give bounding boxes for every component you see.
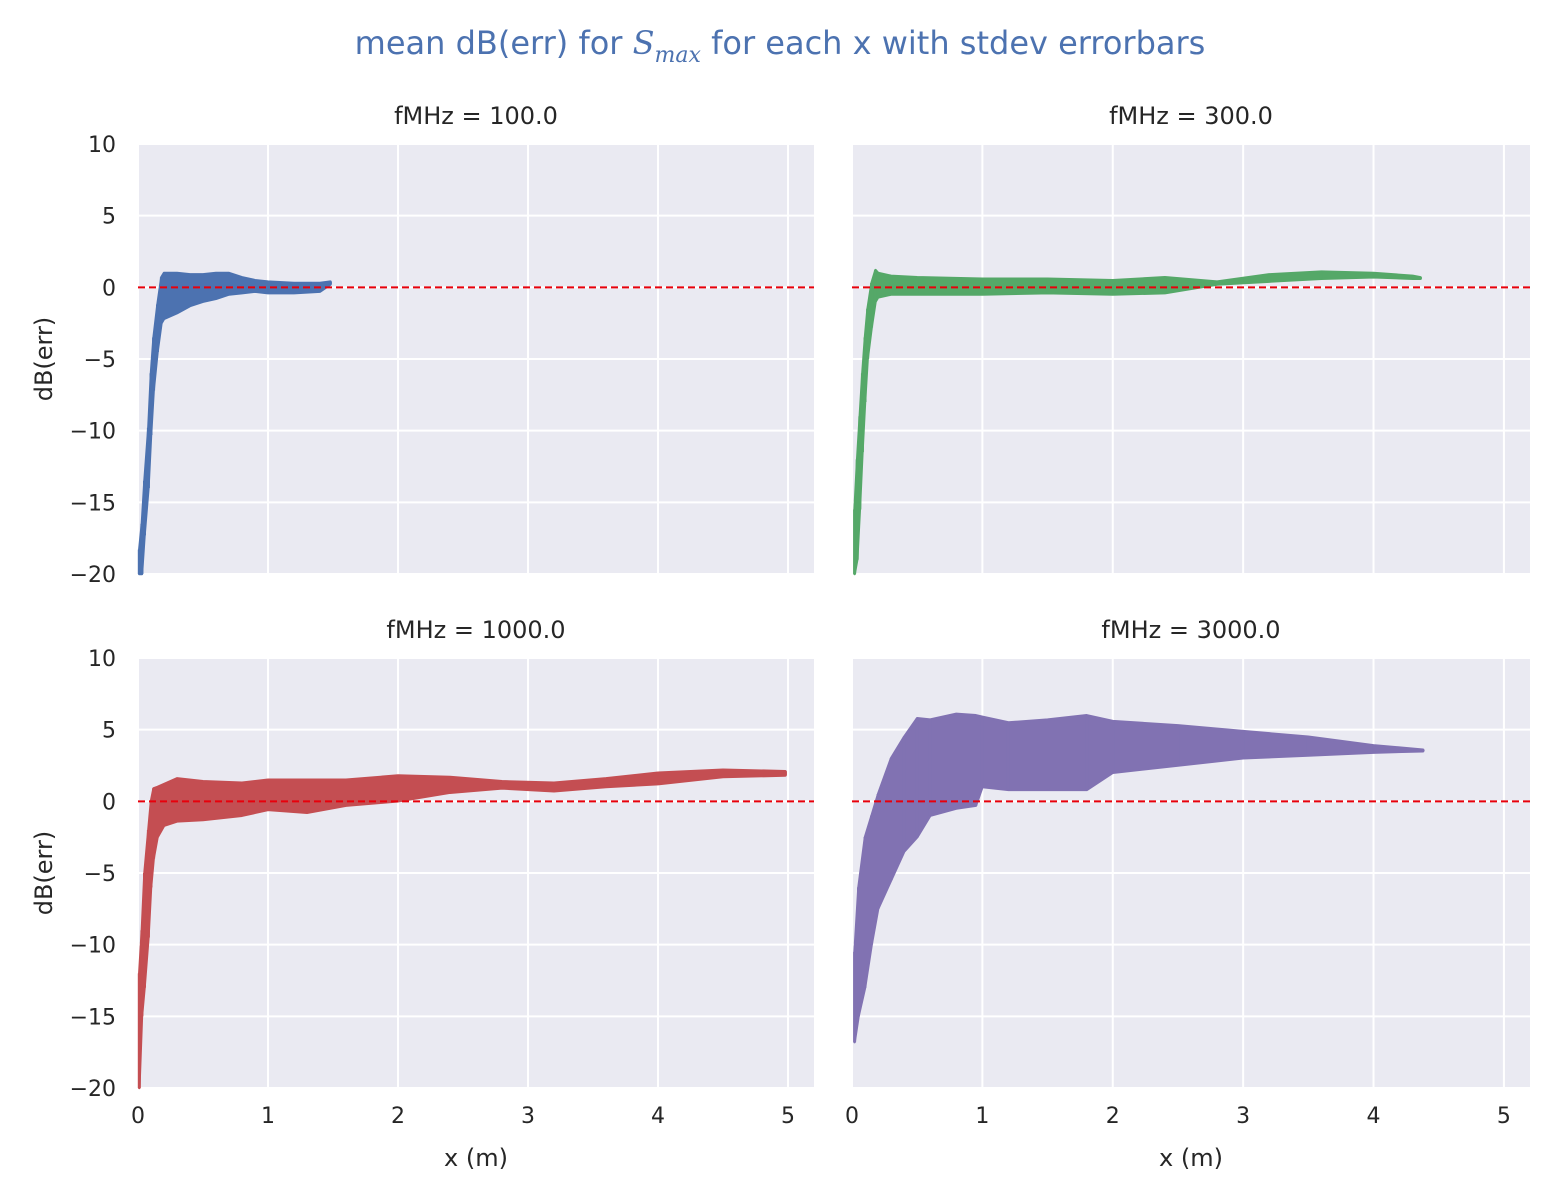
subplot-title: fMHz = 100.0 <box>394 102 558 130</box>
y-tick-label: 5 <box>102 719 116 744</box>
x-tick-label: 3 <box>1236 1104 1250 1129</box>
x-tick-label: 5 <box>781 1104 795 1129</box>
subplot-3: fMHz = 1000.0 0 1 2 3 4 5 10 5 0 −5 −10 −15 −20 x (m) d… <box>30 616 814 1172</box>
y-tick-label: −10 <box>70 934 116 959</box>
subplot-title: fMHz = 1000.0 <box>386 616 565 644</box>
figure-title-math-base: S <box>633 24 655 62</box>
x-axis-label: x (m) <box>1159 1144 1223 1172</box>
y-tick-label: −15 <box>70 1005 116 1030</box>
x-tick-label: 0 <box>845 1104 859 1129</box>
x-tick-label: 1 <box>261 1104 275 1129</box>
figure-title-math-sub: max <box>655 43 702 68</box>
subplot-2: fMHz = 300.0 <box>851 102 1530 576</box>
y-tick-label: −20 <box>70 1077 116 1102</box>
y-tick-label: 5 <box>102 205 116 230</box>
subplot-4: fMHz = 3000.0 0 1 2 3 4 5 x (m) <box>845 616 1530 1172</box>
y-tick-label: −10 <box>70 420 116 445</box>
y-tick-label: 0 <box>102 276 116 301</box>
y-axis-label: dB(err) <box>30 831 58 916</box>
y-tick-label: −5 <box>84 348 116 373</box>
x-tick-label: 2 <box>391 1104 405 1129</box>
x-tick-label: 4 <box>1367 1104 1381 1129</box>
x-tick-label: 0 <box>131 1104 145 1129</box>
y-tick-label: 10 <box>88 133 116 158</box>
y-axis-label: dB(err) <box>30 317 58 402</box>
figure-title-suffix: for each x with stdev errorbars <box>701 24 1205 62</box>
y-tick-label: −5 <box>84 862 116 887</box>
y-tick-label: 10 <box>88 647 116 672</box>
subplot-title: fMHz = 300.0 <box>1109 102 1273 130</box>
y-tick-label: −15 <box>70 491 116 516</box>
subplot-title: fMHz = 3000.0 <box>1101 616 1280 644</box>
x-tick-label: 1 <box>975 1104 989 1129</box>
y-tick-label: 0 <box>102 790 116 815</box>
x-tick-label: 3 <box>521 1104 535 1129</box>
figure-title-prefix: mean dB(err) for <box>355 24 633 62</box>
figure-title: mean dB(err) for Smax for each x with st… <box>355 24 1206 68</box>
x-tick-label: 4 <box>651 1104 665 1129</box>
y-tick-label: −20 <box>70 563 116 588</box>
x-tick-label: 5 <box>1497 1104 1511 1129</box>
x-tick-label: 2 <box>1106 1104 1120 1129</box>
subplot-1: fMHz = 100.0 10 5 0 −5 −10 −15 −20 dB(err) <box>30 102 814 588</box>
x-axis-label: x (m) <box>444 1144 508 1172</box>
